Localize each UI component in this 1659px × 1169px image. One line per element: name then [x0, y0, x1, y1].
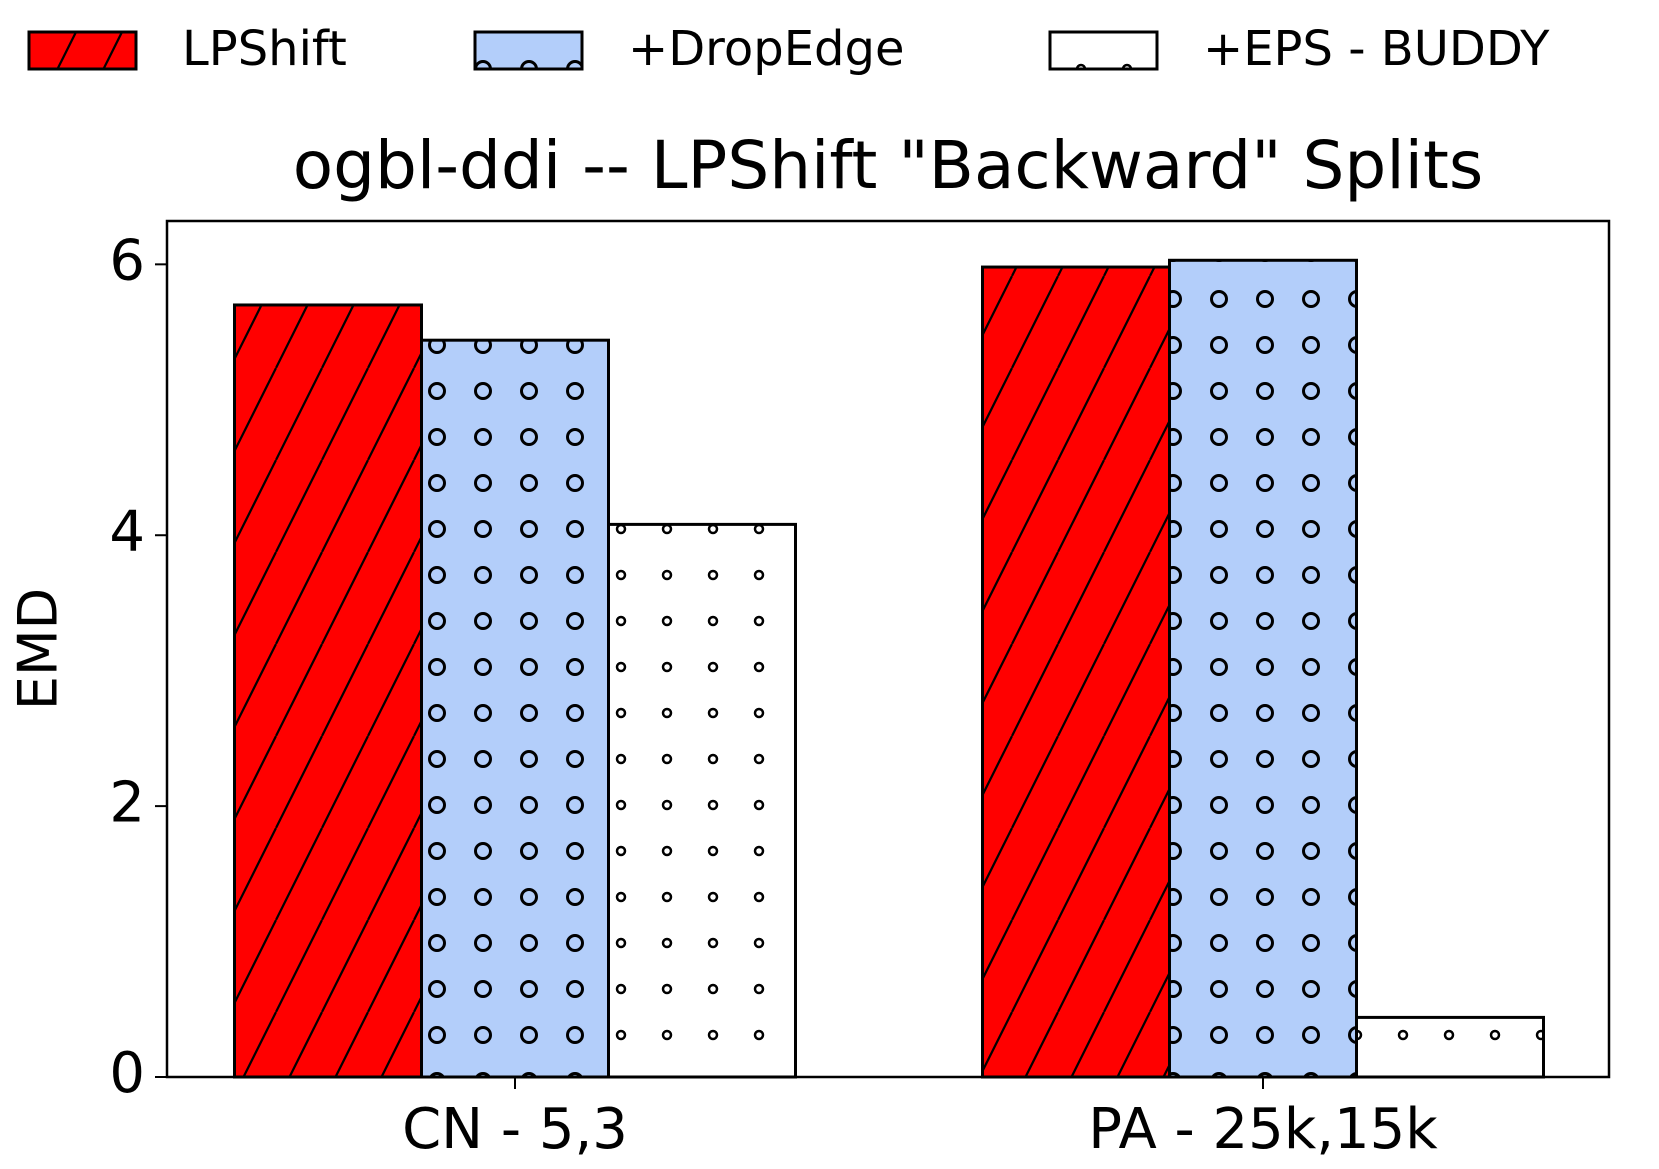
legend-label: +EPS - BUDDY	[1203, 21, 1550, 77]
bar	[982, 267, 1170, 1077]
bar	[421, 340, 609, 1077]
x-tick-label: PA - 25k,15k	[1088, 1097, 1438, 1162]
bar	[234, 304, 422, 1077]
legend-swatch-hatch	[27, 30, 138, 71]
plot-frame	[165, 219, 1611, 1079]
bar	[1169, 260, 1357, 1078]
y-axis-label: EMD	[7, 588, 70, 710]
legend-label: +DropEdge	[628, 21, 905, 77]
y-tick-label: 2	[109, 770, 145, 835]
x-tick-label: CN - 5,3	[402, 1097, 628, 1162]
legend-swatch-hatch	[1048, 30, 1159, 71]
y-tick-label: 0	[109, 1041, 145, 1106]
y-tick-label: 4	[109, 499, 145, 564]
bar	[1356, 1017, 1544, 1077]
bar	[608, 524, 796, 1077]
legend-label: LPShift	[182, 21, 347, 77]
chart-title: ogbl-ddi -- LPShift "Backward" Splits	[293, 127, 1484, 204]
legend-swatch-hatch	[473, 30, 584, 71]
y-tick-label: 6	[109, 228, 145, 293]
